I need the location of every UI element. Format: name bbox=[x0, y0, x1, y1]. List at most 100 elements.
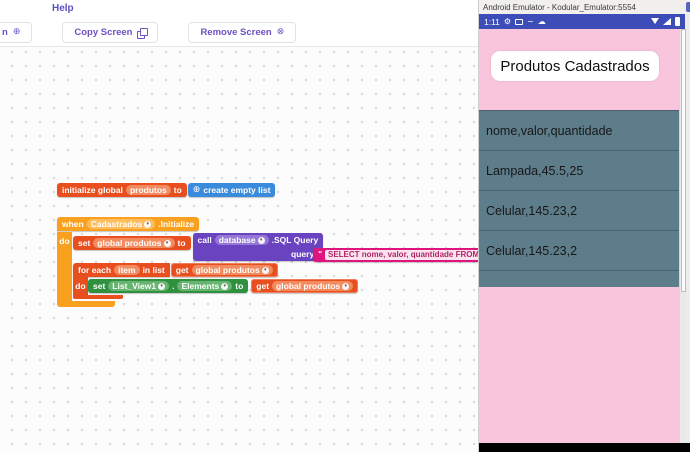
list-item[interactable]: Celular,145.23,2 bbox=[479, 191, 679, 231]
block-initialize-global[interactable]: initialize global produtos to ⊕ create e… bbox=[57, 183, 275, 197]
list-item[interactable]: nome,valor,quantidade bbox=[479, 111, 679, 151]
component-dropdown[interactable]: database ▾ bbox=[215, 235, 269, 245]
block-bottom-wrap bbox=[73, 295, 123, 299]
list-item[interactable]: Celular,145.23,2 bbox=[479, 231, 679, 271]
set-variable-block[interactable]: set global produtos ▾ to bbox=[73, 236, 191, 250]
call-sql-query-block[interactable]: call database ▾ .SQL Query query bbox=[193, 233, 324, 261]
status-time: 1:11 bbox=[484, 17, 500, 27]
component-dropdown[interactable]: Cadastrados ▾ bbox=[87, 219, 156, 229]
block-label: .SQL Query bbox=[272, 235, 319, 245]
variable-dropdown[interactable]: global produtos ▾ bbox=[272, 281, 353, 291]
chevron-down-icon: ▾ bbox=[221, 283, 228, 290]
variable-init-block[interactable]: initialize global produtos to bbox=[57, 183, 187, 197]
call-block-row[interactable]: call database ▾ .SQL Query bbox=[193, 233, 324, 247]
param-label: query bbox=[291, 249, 314, 259]
field-value: List_View1 bbox=[112, 282, 156, 290]
for-each-header[interactable]: for each item in list bbox=[73, 263, 170, 277]
chevron-down-icon: ▾ bbox=[258, 237, 265, 244]
chevron-down-icon: ▾ bbox=[144, 221, 151, 228]
variable-dropdown[interactable]: global produtos ▾ bbox=[192, 265, 273, 275]
gear-icon: ⚙ bbox=[504, 18, 511, 26]
app-title-text: Produtos Cadastrados bbox=[500, 58, 649, 75]
field-value: Elements bbox=[181, 282, 219, 290]
cellular-signal-icon bbox=[663, 18, 671, 25]
cloud-upload-icon: ☁ bbox=[538, 18, 546, 26]
field-value: global produtos bbox=[196, 266, 260, 274]
app-listview: nome,valor,quantidade Lampada,45.5,25 Ce… bbox=[479, 110, 679, 287]
event-block-header[interactable]: when Cadastrados ▾ .Initialize bbox=[57, 217, 199, 231]
wifi-icon bbox=[651, 18, 659, 25]
app-title-label: Produtos Cadastrados bbox=[491, 51, 659, 81]
property-dropdown[interactable]: Elements ▾ bbox=[177, 281, 232, 291]
usb-debug-icon: ~ bbox=[527, 18, 534, 26]
block-label: to bbox=[178, 238, 186, 248]
circle-plus-icon: ⊕ bbox=[13, 27, 21, 37]
block-label: .Initialize bbox=[158, 219, 194, 229]
block-label: create empty list bbox=[203, 185, 270, 195]
block-label: get bbox=[256, 281, 269, 291]
circle-cross-icon: ⊗ bbox=[277, 27, 285, 37]
copy-screen-button[interactable]: Copy Screen bbox=[62, 22, 158, 43]
android-status-bar: 1:11 ⚙ ~ ☁ bbox=[479, 14, 685, 29]
emulator-title-bar[interactable]: Android Emulator - Kodular_Emulator:5554 bbox=[479, 0, 690, 14]
block-label: set bbox=[93, 281, 105, 291]
variable-dropdown[interactable]: global produtos ▾ bbox=[93, 238, 174, 248]
button-label: n bbox=[2, 27, 8, 38]
copy-icon bbox=[137, 28, 146, 37]
set-component-property-block[interactable]: set List_View1 ▾ . Elements ▾ bbox=[88, 279, 248, 293]
block-label: to bbox=[235, 281, 243, 291]
block-when-initialize[interactable]: when Cadastrados ▾ .Initialize do set gl… bbox=[57, 214, 358, 307]
block-label: for each bbox=[78, 265, 111, 275]
field-value: Cadastrados bbox=[91, 220, 143, 228]
chevron-down-icon: ▾ bbox=[342, 283, 349, 290]
android-emulator-window: Android Emulator - Kodular_Emulator:5554… bbox=[478, 0, 690, 452]
block-label: . bbox=[172, 281, 174, 291]
add-screen-button-clipped[interactable]: n ⊕ bbox=[0, 22, 32, 43]
block-label: to bbox=[174, 185, 182, 195]
open-quote: " bbox=[318, 250, 322, 260]
query-param-row[interactable]: query " SELECT nome, valor, quantidade F… bbox=[193, 247, 324, 261]
chevron-down-icon: ▾ bbox=[262, 267, 269, 274]
statement-set-global[interactable]: set global produtos ▾ to call da bbox=[73, 233, 358, 261]
blocks-workspace[interactable]: initialize global produtos to ⊕ create e… bbox=[0, 47, 478, 452]
emulator-bottom-bezel bbox=[479, 443, 690, 452]
chevron-down-icon: ▾ bbox=[158, 283, 165, 290]
list-item[interactable]: Lampada,45.5,25 bbox=[479, 151, 679, 191]
remove-screen-button[interactable]: Remove Screen ⊗ bbox=[188, 22, 296, 43]
do-slot-label: do bbox=[57, 232, 72, 301]
block-bottom-wrap bbox=[57, 301, 115, 307]
screenshot-icon bbox=[515, 19, 523, 25]
mutator-icon[interactable]: ⊕ bbox=[193, 185, 201, 195]
for-each-block[interactable]: for each item in list get global produto… bbox=[73, 263, 358, 299]
battery-icon bbox=[675, 17, 680, 26]
block-label: initialize global bbox=[62, 185, 123, 195]
variable-name-field[interactable]: produtos bbox=[126, 185, 171, 195]
emulator-vscrollbar-thumb[interactable] bbox=[681, 29, 686, 292]
kodular-blocks-editor: Help n ⊕ Copy Screen Remove Screen ⊗ ini… bbox=[0, 0, 690, 452]
app-screen: Produtos Cadastrados nome,valor,quantida… bbox=[479, 29, 679, 443]
do-slot-label: do bbox=[73, 277, 88, 295]
block-label: when bbox=[62, 219, 84, 229]
menu-help[interactable]: Help bbox=[52, 3, 74, 14]
button-label: Copy Screen bbox=[74, 27, 132, 38]
emulator-window-title: Android Emulator - Kodular_Emulator:5554 bbox=[483, 3, 636, 12]
component-dropdown[interactable]: List_View1 ▾ bbox=[108, 281, 169, 291]
field-value: produtos bbox=[130, 186, 167, 194]
field-value: database bbox=[219, 236, 256, 244]
get-variable-block[interactable]: get global produtos ▾ bbox=[251, 279, 358, 293]
chevron-down-icon: ▾ bbox=[164, 240, 171, 247]
loop-item-field[interactable]: item bbox=[114, 265, 139, 275]
create-empty-list-block[interactable]: ⊕ create empty list bbox=[188, 183, 276, 197]
block-label: in list bbox=[143, 265, 165, 275]
field-value: global produtos bbox=[97, 239, 161, 247]
block-label: get bbox=[176, 265, 189, 275]
menu-bar: Help bbox=[0, 0, 478, 18]
block-label: call bbox=[198, 235, 212, 245]
field-value: item bbox=[118, 266, 135, 274]
partial-window-icon bbox=[686, 2, 690, 12]
block-label: set bbox=[78, 238, 90, 248]
get-variable-block[interactable]: get global produtos ▾ bbox=[171, 263, 278, 277]
button-label: Remove Screen bbox=[200, 27, 271, 38]
emulator-vscrollbar-track[interactable] bbox=[679, 29, 686, 443]
field-value: global produtos bbox=[276, 282, 340, 290]
